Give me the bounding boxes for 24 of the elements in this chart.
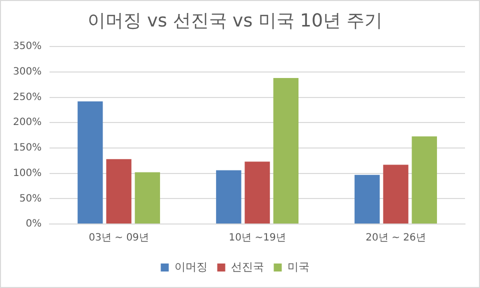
y-tick-label: 50% [19,193,42,204]
bar [216,170,242,224]
y-tick-label: 0% [26,218,42,230]
legend-label: 이머징 [174,260,208,274]
bar [244,162,270,224]
y-tick-label: 150% [12,142,42,154]
y-tick-label: 300% [12,66,42,78]
bar [354,174,380,224]
bar [412,136,437,224]
legend-label: 선진국 [230,260,264,274]
bar [273,78,299,224]
y-tick-label: 350% [12,41,42,52]
bar [106,159,132,224]
bar [134,172,160,224]
y-tick-label: 100% [12,168,42,179]
chart-title: 이머징 vs 선진국 vs 미국 10년 주기 [87,10,383,32]
bar [383,164,408,224]
x-tick-label: 03년 ~ 09년 [88,232,149,244]
bar [78,101,103,224]
legend-label: 미국 [287,260,310,274]
y-tick-label: 200% [12,117,42,128]
x-tick-label: 20년 ~ 26년 [366,232,426,244]
x-tick-label: 10년 ~19년 [228,232,286,244]
y-tick-label: 250% [12,92,42,103]
